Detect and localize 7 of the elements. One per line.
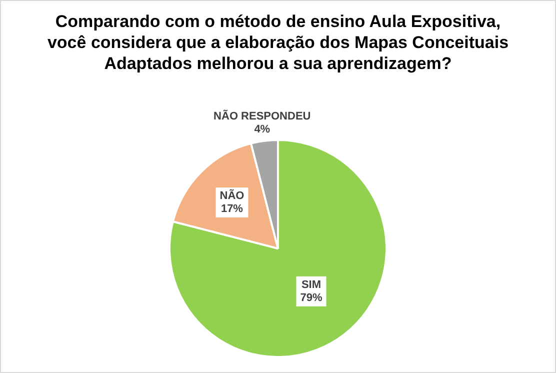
slice-label: NÃO — [220, 189, 245, 202]
data-label: 17% — [220, 203, 244, 215]
data-label: 4% — [254, 124, 270, 136]
data-label: 79% — [300, 292, 322, 304]
chart-title: Comparando com o método de ensino Aula Expositiva, você considera que a elaboração dos Mapas Conceituais Adaptados melhorou a sua aprendizagem? — [46, 11, 510, 74]
slice-label: NÃO RESPONDEU — [214, 110, 311, 123]
slice-label: SIM — [301, 278, 322, 291]
